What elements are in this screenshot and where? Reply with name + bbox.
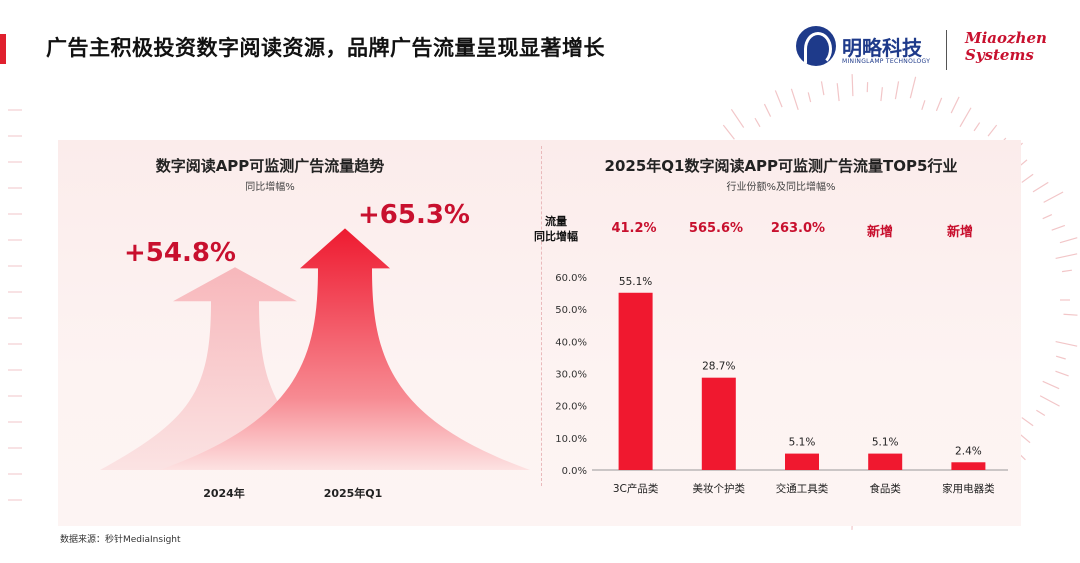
y-tick-label: 50.0% [555,305,587,316]
decor-tick [1036,409,1046,417]
decor-tick [894,81,900,100]
bar [618,292,653,470]
x-category-label: 食品类 [869,482,901,495]
decor-tick [1042,214,1053,220]
mininglamp-logo-icon [796,26,836,66]
bar-value-label: 2.4% [955,445,982,457]
x-category-label: 家用电器类 [942,482,995,495]
decor-tick [1043,191,1064,203]
bar-value-label: 28.7% [702,361,735,373]
decor-tick [820,81,825,96]
decor-tick [959,107,972,128]
y-tick-label: 0.0% [562,466,587,477]
y-tick-label: 40.0% [555,337,587,348]
logo-divider [946,30,947,70]
growth-value: 新增 [946,225,973,240]
decor-tick [851,74,854,97]
page-title: 广告主积极投资数字阅读资源，品牌广告流量呈现显著增长 [46,36,605,60]
decor-tick [909,76,917,99]
y-tick-label: 30.0% [555,370,587,381]
decor-tick [1055,253,1078,260]
y-tick-label: 20.0% [555,402,587,413]
decor-tick [1032,181,1049,193]
decor-tick [836,83,840,102]
growth-row-header-line2: 同比增幅 [534,230,578,243]
bar [951,462,986,470]
arrow-label-2024: 2024年 [203,487,245,500]
left-chart-subtitle: 同比增幅% [245,182,295,193]
decor-tick [730,108,745,128]
decor-tick [987,124,998,137]
decor-tick [1021,173,1034,183]
decor-tick [1051,224,1066,231]
decor-tick [1055,355,1066,360]
decor-tick [763,103,772,117]
growth-arrow-2025q1 [160,228,530,470]
growth-value: 41.2% [611,221,657,236]
decor-tick [1061,269,1073,273]
panel-divider [541,146,543,486]
y-tick-label: 60.0% [555,273,587,284]
growth-value: 263.0% [770,221,826,236]
decor-tick [950,96,960,114]
x-category-label: 3C产品类 [613,482,659,495]
x-category-label: 美妆个护类 [693,482,746,495]
logo-group: 明略科技 MININGLAMP TECHNOLOGY Miaozhen Syst… [790,22,1047,78]
decor-tick [790,88,799,110]
logo-en-text: MININGLAMP TECHNOLOGY [842,58,931,65]
logo-cn-text: 明略科技 [842,36,922,60]
decor-tick [722,124,735,140]
growth-value: 新增 [866,225,893,240]
left-chart-title: 数字阅读APP可监测广告流量趋势 [155,157,385,175]
bar-value-label: 5.1% [872,437,899,449]
decor-tick [1042,380,1060,390]
y-tick-label: 10.0% [555,434,587,445]
right-chart-title: 2025年Q1数字阅读APP可监测广告流量TOP5行业 [604,157,958,175]
growth-value: 565.6% [688,221,744,236]
miaozhen-logo-line1: Miaozhen [965,29,1047,47]
miaozhen-logo: Miaozhen Systems [965,30,1047,64]
decor-tick [1059,237,1078,244]
decor-tick [807,92,812,103]
decor-tick [1039,395,1060,407]
growth-row-header-line1: 流量 [545,215,567,228]
bar [868,453,903,470]
data-source-note: 数据来源：秒针MediaInsight [60,535,181,545]
x-category-label: 交通工具类 [776,482,829,495]
growth-row-header: 流量 同比增幅 [521,214,591,244]
bar-value-label: 55.1% [619,276,652,288]
arrow-value-2024: +54.8% [124,238,236,268]
arrow-value-2025q1: +65.3% [358,200,470,230]
decor-tick [1055,340,1078,347]
decor-tick [935,97,943,112]
title-accent-bar [0,34,6,64]
bar [701,377,736,470]
decor-tick [1055,370,1069,377]
bar [785,453,819,470]
decor-tick [973,122,981,132]
decor-tick [1063,313,1078,316]
decor-tick [754,117,761,128]
arrow-label-2025q1: 2025年Q1 [323,487,383,500]
decor-tick [880,87,883,102]
miaozhen-logo-line2: Systems [965,46,1034,64]
decor-tick [774,90,783,108]
bar-value-label: 5.1% [789,437,816,449]
right-chart-subtitle: 行业份额%及同比增幅% [726,182,836,193]
decor-tick [921,100,926,110]
decor-tick [1021,417,1034,427]
